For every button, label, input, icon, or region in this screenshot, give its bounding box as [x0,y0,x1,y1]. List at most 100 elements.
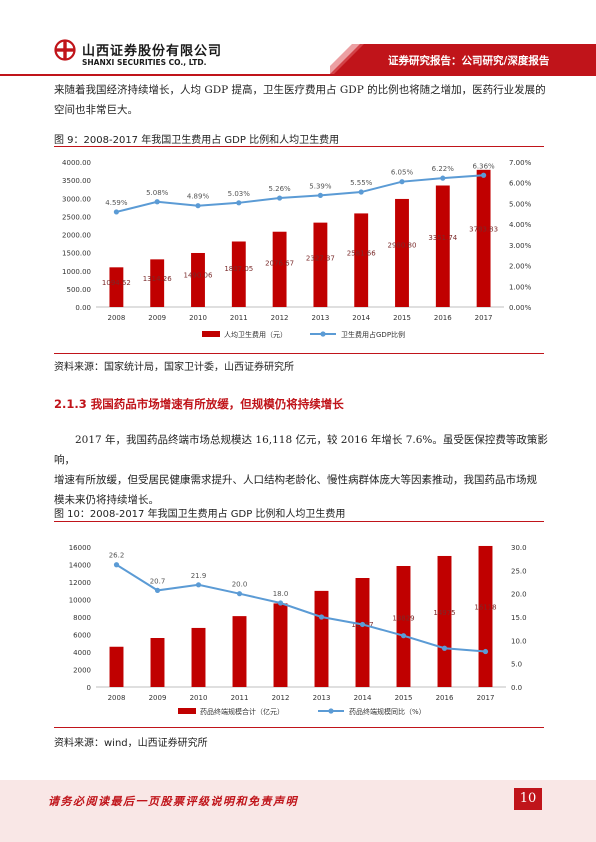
line-point [236,200,242,206]
y-tick-label: 2000.00 [62,232,91,240]
y2-tick-label: 3.00% [509,242,532,250]
legend-marker-line [328,708,334,714]
y2-tick-label: 7.00% [509,159,532,167]
y-tick-label: 16000 [69,544,91,552]
line-point [400,633,407,639]
x-tick-label: 2015 [395,694,413,702]
figure10-chart: 0 2000 4000 6000 8000 10000 12000 14000 16000 0.0… [69,544,527,716]
x-tick-label: 2013 [311,314,329,322]
bar [395,198,409,307]
bar-value-label: 1314.26 [143,275,172,283]
x-tick-label: 2016 [434,314,452,322]
y-tick-label: 0 [87,684,91,692]
bar [273,603,288,687]
y2-tick-label: 5.0 [511,661,522,669]
x-tick-label: 2010 [190,694,208,702]
bar-value-label: 2327.37 [306,255,335,263]
bar-value-label: 14975 [433,609,455,617]
line-value-label: 21.9 [191,572,207,580]
page-header: 山西证券股份有限公司 SHANXI SECURITIES CO., LTD. 证… [0,0,596,80]
company-name-en: SHANXI SECURITIES CO., LTD. [82,58,207,67]
y2-tick-label: 0.0 [511,684,522,692]
y-tick-label: 10000 [69,597,91,605]
y2-tick-label: 10.0 [511,637,527,645]
bar [437,555,452,687]
y-tick-label: 4000.00 [62,159,91,167]
section-paragraph: 2017 年，我国药品终端市场总规模达 16,118 亿元，较 2016 年增长… [54,430,554,510]
company-logo-icon [54,39,76,61]
line-point [154,199,160,205]
legend-swatch-bar [178,708,196,714]
x-tick-label: 2012 [272,694,290,702]
y-tick-label: 1500.00 [62,250,91,258]
y2-tick-label: 4.00% [509,221,532,229]
bar [396,565,411,687]
y2-tick-label: 15.0 [511,614,527,622]
intro-line: 来随着我国经济持续增长，人均 GDP 提高，卫生医疗费用占 GDP 的比例也将随… [54,84,546,96]
x-tick-label: 2015 [393,314,411,322]
x-tick-label: 2014 [354,694,372,702]
legend-swatch-bar [202,331,220,337]
y-tick-label: 2000 [73,667,91,675]
line-value-label: 5.26% [268,185,291,193]
line-value-label: 5.08% [146,189,169,197]
y-tick-label: 500.00 [67,286,92,294]
y-tick-label: 6000 [73,632,91,640]
legend-label-bar: 人均卫生费用（元） [224,330,287,339]
bar-value-label: 3351.74 [428,234,457,242]
y2-tick-label: 20.0 [511,591,527,599]
figure10-source: 资料来源：wind，山西证券研究所 [54,738,208,749]
bar [231,241,246,307]
y-tick-label: 3500.00 [62,177,91,185]
y2-tick-label: 30.0 [511,544,527,552]
x-tick-label: 2016 [436,694,454,702]
figure9-rule-top [54,146,544,147]
x-tick-label: 2009 [149,694,167,702]
line-point [358,189,364,195]
company-name-zh: 山西证券股份有限公司 [82,44,223,59]
bar [478,545,493,687]
x-tick-label: 2017 [475,314,493,322]
bar [232,616,247,687]
line-point [441,645,448,651]
line-point [317,192,323,198]
x-tick-label: 2013 [313,694,331,702]
y-tick-label: 8000 [73,614,91,622]
line-value-label: 4.59% [105,199,128,207]
line-point [236,591,243,597]
line-point [399,179,405,185]
bar-value-label: 3783.83 [469,226,498,234]
y-tick-label: 12000 [69,579,91,587]
header-tag-background [330,44,596,74]
y-tick-label: 1000.00 [62,268,91,276]
line-value-label: 5.55% [350,179,373,187]
bar [354,213,369,307]
y2-tick-label: 0.00% [509,304,532,312]
bar-value-label: 2076.67 [265,260,294,268]
bar [150,259,165,307]
bar [476,169,491,307]
line-value-label: 6.05% [391,169,414,177]
y-tick-label: 2500.00 [62,213,91,221]
report-type-tag: 证券研究报告：公司研究/深度报告 [388,55,550,67]
legend-label-bar: 药品终端规模合计（亿元） [200,707,284,716]
line-point [113,209,119,215]
bar-value-label: 1490.06 [184,271,213,279]
y-tick-label: 0.00 [75,304,91,312]
y-tick-label: 4000 [73,649,91,657]
line-point [195,582,202,588]
line-value-label: 26.2 [109,552,125,560]
legend-marker-line [320,331,326,337]
line-value-label: 20.0 [232,581,248,589]
line-point [195,203,201,209]
x-tick-label: 2017 [477,694,495,702]
x-tick-label: 2011 [230,314,248,322]
bar-value-label: 1094.52 [102,279,131,287]
bar [109,267,124,307]
line-value-label: 6.36% [472,162,495,170]
paragraph-line: 增速有所放缓，但受居民健康需求提升、人口结构老龄化、慢性病群体庞大等因素推动，我… [54,474,537,486]
bar-value-label: 2581.66 [347,250,376,258]
figure10-rule-bottom [54,727,544,728]
x-tick-label: 2010 [189,314,207,322]
bar-value-label: 16118 [474,603,496,611]
